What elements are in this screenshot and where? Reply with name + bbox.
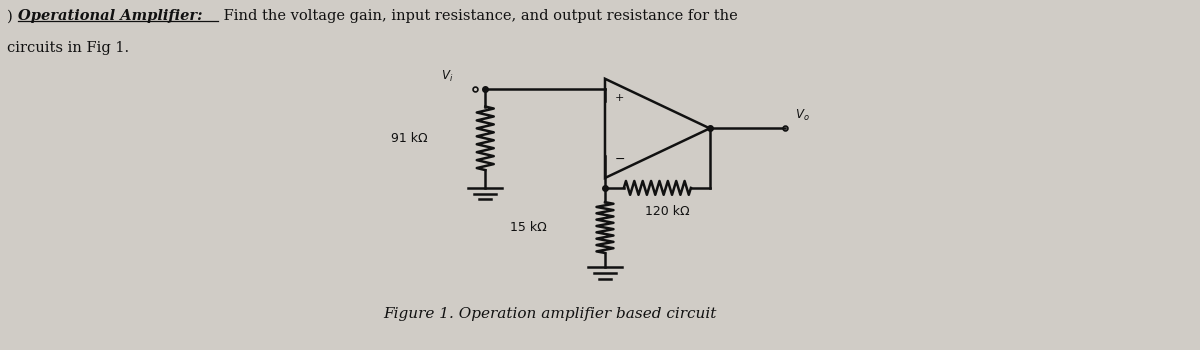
Text: Find the voltage gain, input resistance, and output resistance for the: Find the voltage gain, input resistance,… <box>218 9 738 23</box>
Text: $V_i$: $V_i$ <box>442 69 454 84</box>
Text: 91 kΩ: 91 kΩ <box>391 132 427 145</box>
Text: Figure 1. Operation amplifier based circuit: Figure 1. Operation amplifier based circ… <box>384 307 716 321</box>
Text: circuits in Fig 1.: circuits in Fig 1. <box>7 41 130 55</box>
Text: +: + <box>614 93 624 103</box>
Text: $V_o$: $V_o$ <box>794 108 809 124</box>
Text: 15 kΩ: 15 kΩ <box>510 221 547 234</box>
Text: −: − <box>614 153 625 166</box>
Text: 120 kΩ: 120 kΩ <box>646 205 690 218</box>
Text: Operational Amplifier:: Operational Amplifier: <box>18 9 203 23</box>
Text: ): ) <box>7 9 18 23</box>
